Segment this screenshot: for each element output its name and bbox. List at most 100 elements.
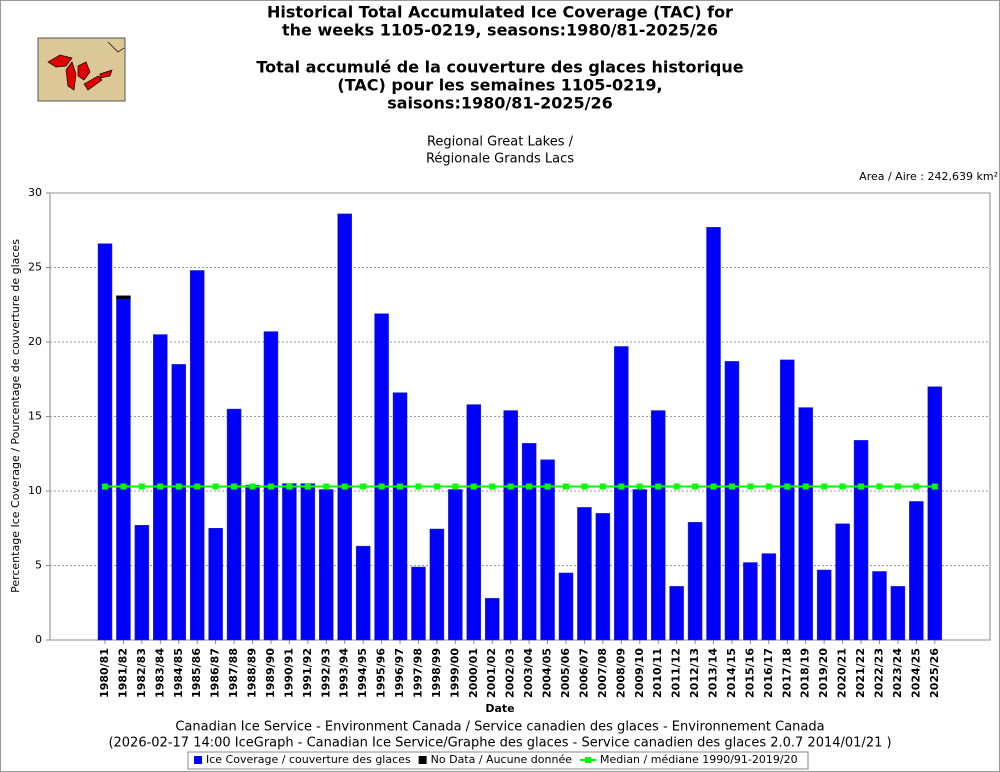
median-marker xyxy=(360,483,367,490)
median-marker xyxy=(858,483,865,490)
y-tick-label: 15 xyxy=(28,410,42,423)
median-marker xyxy=(876,483,883,490)
x-tick-label: 1990/91 xyxy=(282,648,295,698)
bar xyxy=(392,392,408,641)
bar xyxy=(484,598,500,641)
x-tick-label: 2007/08 xyxy=(596,648,609,698)
x-tick-label: 2016/17 xyxy=(762,648,775,698)
median-marker xyxy=(304,483,311,490)
legend-label: Ice Coverage / couverture des glaces xyxy=(206,753,411,766)
median-marker xyxy=(710,483,717,490)
x-tick-label: 2025/26 xyxy=(928,648,941,698)
bar xyxy=(816,569,832,641)
legend-swatch xyxy=(418,756,427,764)
bar xyxy=(780,359,795,641)
x-tick-label: 1995/96 xyxy=(375,648,388,698)
bar xyxy=(724,361,740,641)
bar xyxy=(743,562,758,641)
y-tick-label: 0 xyxy=(35,633,42,646)
median-marker xyxy=(655,483,662,490)
bar xyxy=(319,489,334,641)
bar xyxy=(208,528,223,641)
x-tick-label: 2005/06 xyxy=(559,648,572,698)
median-marker xyxy=(636,483,643,490)
bar xyxy=(411,566,426,641)
bar xyxy=(927,386,943,641)
bar xyxy=(116,298,131,641)
x-tick-label: 1999/00 xyxy=(448,648,461,698)
median-marker xyxy=(175,483,182,490)
median-marker xyxy=(231,483,238,490)
bar xyxy=(300,483,316,641)
bar xyxy=(558,572,574,641)
bar xyxy=(448,489,463,641)
bar xyxy=(282,483,297,641)
x-tick-label: 1989/90 xyxy=(264,648,277,698)
x-tick-label: 1986/87 xyxy=(209,648,222,698)
x-tick-label: 2004/05 xyxy=(541,648,554,698)
median-marker xyxy=(544,483,551,490)
x-tick-label: 2013/14 xyxy=(707,648,720,698)
median-marker xyxy=(378,483,385,490)
x-tick-label: 2010/11 xyxy=(651,648,664,698)
subtitle: Régionale Grands Lacs xyxy=(426,152,574,167)
x-tick-label: 2018/19 xyxy=(799,648,812,698)
median-marker xyxy=(618,483,625,490)
median-marker xyxy=(563,483,569,490)
median-marker xyxy=(673,483,680,490)
bar xyxy=(577,507,592,641)
bar xyxy=(355,545,371,641)
x-tick-label: 1996/97 xyxy=(393,648,406,698)
x-tick-label: 1983/84 xyxy=(153,648,166,698)
x-tick-label: 2000/01 xyxy=(467,648,480,698)
bar xyxy=(872,571,887,641)
median-marker xyxy=(267,483,274,490)
legend xyxy=(187,751,809,770)
legend-label: Median / médiane 1990/91-2019/20 xyxy=(600,753,798,766)
bar xyxy=(761,553,777,641)
x-tick-label: 1993/94 xyxy=(338,648,351,698)
median-marker xyxy=(323,483,330,490)
bar xyxy=(540,459,555,641)
bar xyxy=(189,270,205,641)
title-fr: (TAC) pour les semaines 1105-0219, xyxy=(337,76,662,95)
y-tick-label: 25 xyxy=(28,261,42,274)
x-tick-label: 2021/22 xyxy=(854,648,867,698)
x-tick-label: 2017/18 xyxy=(780,648,793,698)
median-marker xyxy=(526,483,533,490)
x-tick-label: 1981/82 xyxy=(116,648,129,698)
bar xyxy=(97,243,113,641)
bar xyxy=(503,410,518,641)
median-marker xyxy=(931,483,938,490)
median-marker xyxy=(839,483,846,490)
median-marker xyxy=(120,483,127,490)
bar xyxy=(798,407,813,641)
footer: Canadian Ice Service - Environment Canad… xyxy=(175,720,824,735)
bar xyxy=(890,586,906,641)
median-marker xyxy=(747,483,754,490)
x-tick-label: 1987/88 xyxy=(227,648,240,698)
bar xyxy=(614,346,629,641)
x-tick-label: 2012/13 xyxy=(688,648,701,698)
x-tick-label: 2020/21 xyxy=(836,648,849,698)
median-marker xyxy=(489,483,496,490)
median-marker xyxy=(581,483,588,490)
median-marker xyxy=(286,483,293,490)
bar xyxy=(134,525,150,641)
x-tick-label: 2011/12 xyxy=(670,648,683,698)
median-marker xyxy=(802,483,809,490)
bar xyxy=(632,489,648,641)
median-marker xyxy=(894,483,901,490)
legend-label: No Data / Aucune donnée xyxy=(431,753,573,766)
x-tick-label: 2024/25 xyxy=(909,648,922,698)
x-tick-label: 1982/83 xyxy=(135,648,148,698)
median-marker xyxy=(397,483,404,490)
bar xyxy=(374,313,389,641)
map-icon xyxy=(37,37,126,102)
x-axis-label: Date xyxy=(485,702,514,715)
x-tick-label: 1985/86 xyxy=(190,648,203,698)
area-label: Area / Aire : 242,639 km² xyxy=(859,170,998,183)
bar xyxy=(245,484,260,641)
x-tick-label: 1997/98 xyxy=(411,648,424,698)
